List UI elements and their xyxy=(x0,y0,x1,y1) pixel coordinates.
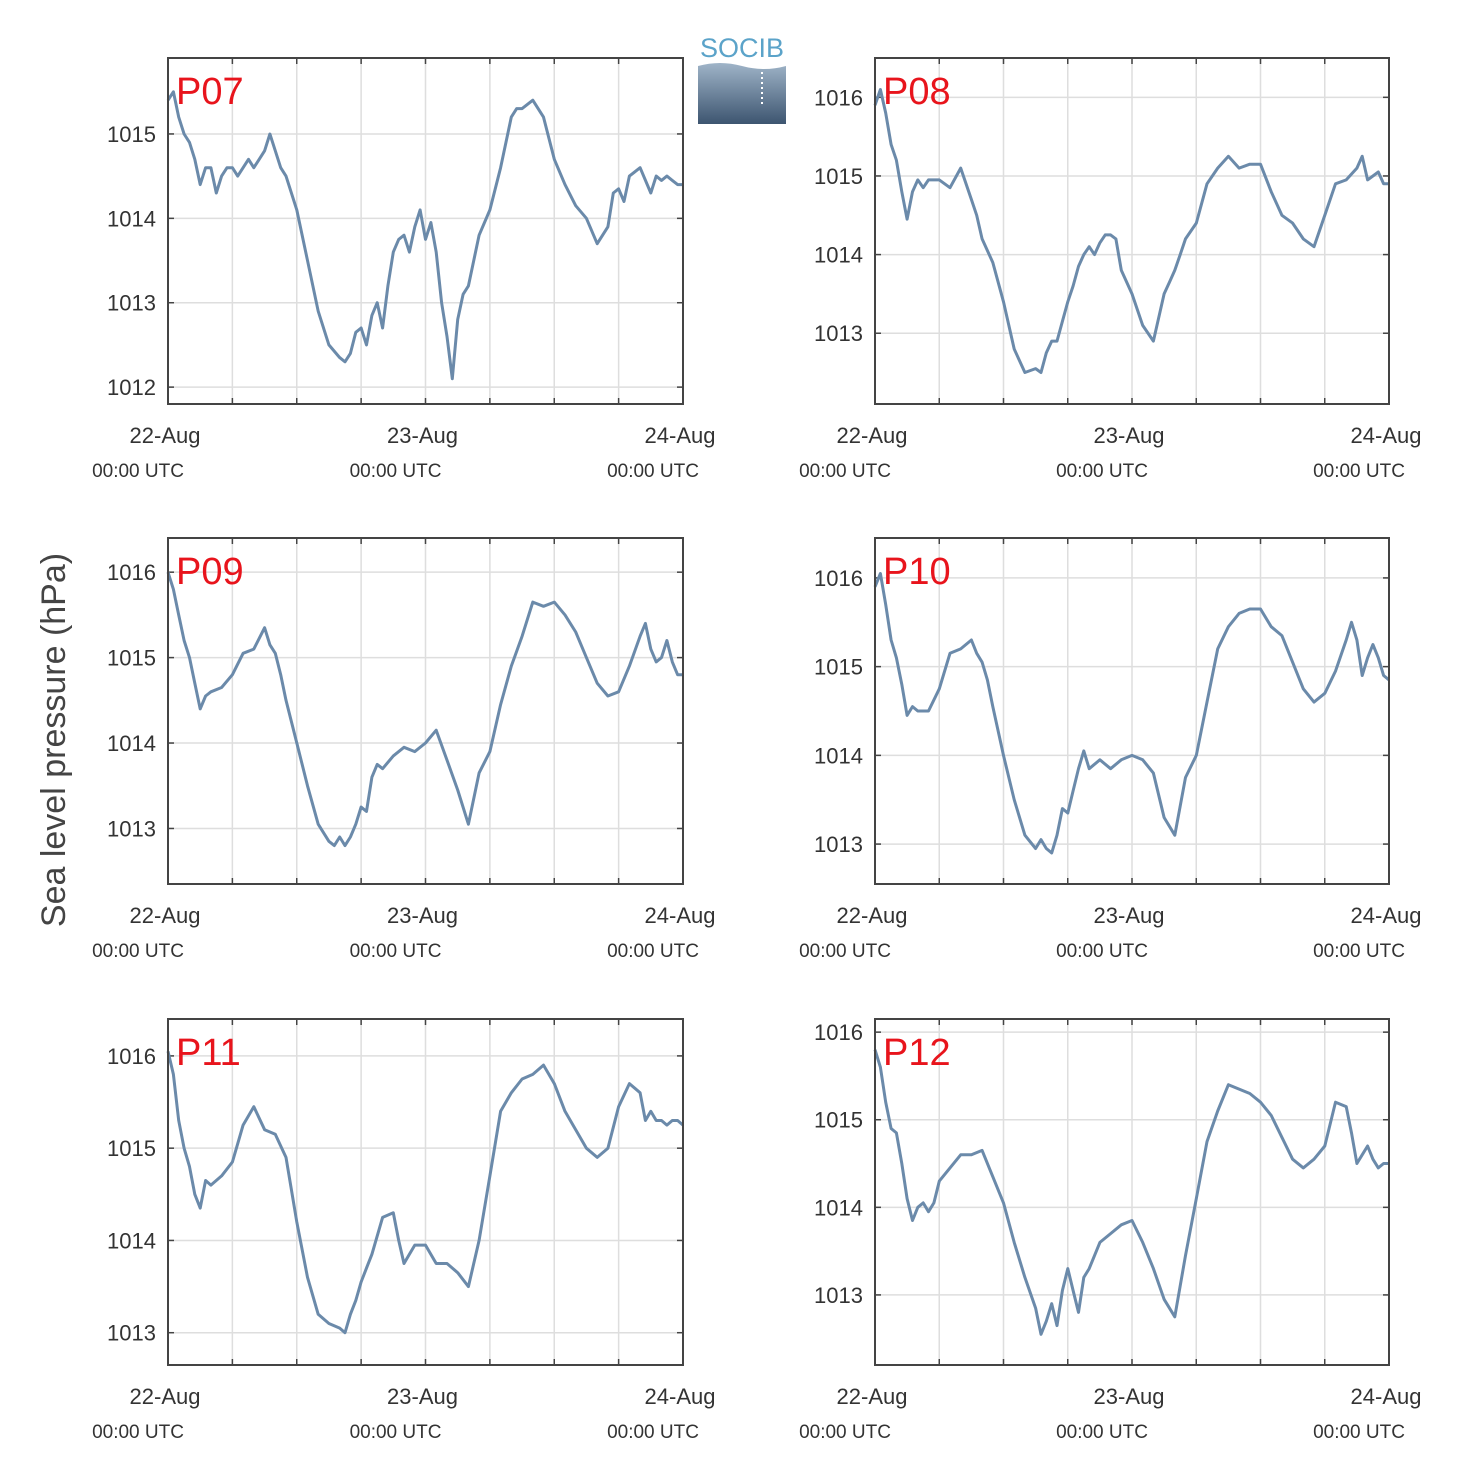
x-tick-sublabel: 00:00 UTC xyxy=(1056,1422,1148,1443)
y-tick-label: 1015 xyxy=(107,122,156,147)
x-tick-label: 22-Aug xyxy=(130,423,201,448)
socib-logo-wave-icon xyxy=(698,63,786,124)
plot-frame xyxy=(167,1018,684,1366)
plot-frame xyxy=(874,1018,1390,1366)
panel-title: P10 xyxy=(883,551,951,593)
x-tick-sublabel: 00:00 UTC xyxy=(799,461,891,482)
panel-p12: 1013 1014 1015 1016 22-Aug 00:00 UTC 23-Aug 00:… xyxy=(799,1018,1422,1443)
series-line-p11 xyxy=(166,1050,684,1335)
panel-title: P09 xyxy=(176,551,244,593)
x-tick-sublabel: 00:00 UTC xyxy=(1313,461,1405,482)
panel-p10: 1013 1014 1015 1016 22-Aug 00:00 UTC 23-Aug 00:… xyxy=(799,537,1422,962)
x-tick-label: 23-Aug xyxy=(387,1384,458,1409)
x-tick-sublabel: 00:00 UTC xyxy=(799,1422,891,1443)
x-tick-sublabel: 00:00 UTC xyxy=(1056,941,1148,962)
y-tick-label: 1016 xyxy=(107,560,156,585)
series-line-p12 xyxy=(873,1049,1389,1336)
y-axis-label: Sea level pressure (hPa) xyxy=(35,553,73,927)
x-tick-label: 22-Aug xyxy=(837,423,908,448)
plot-frame xyxy=(874,537,1390,885)
series-line-p09 xyxy=(166,571,683,848)
y-tick-label: 1013 xyxy=(814,832,863,857)
x-tick-label: 22-Aug xyxy=(130,903,201,928)
x-tick-label: 22-Aug xyxy=(130,1384,201,1409)
x-tick-sublabel: 00:00 UTC xyxy=(92,1422,184,1443)
plot-frame xyxy=(167,57,684,405)
x-tick-label: 22-Aug xyxy=(837,903,908,928)
x-tick-sublabel: 00:00 UTC xyxy=(350,941,442,962)
socib-logo: SOCIB xyxy=(698,33,786,124)
y-tick-label: 1013 xyxy=(814,1283,863,1308)
y-tick-label: 1015 xyxy=(814,1108,863,1133)
y-tick-label: 1016 xyxy=(107,1044,156,1069)
y-tick-label: 1016 xyxy=(814,566,863,591)
x-tick-sublabel: 00:00 UTC xyxy=(607,1422,699,1443)
x-tick-sublabel: 00:00 UTC xyxy=(350,461,442,482)
y-tick-label: 1016 xyxy=(814,85,863,110)
x-tick-sublabel: 00:00 UTC xyxy=(1313,1422,1405,1443)
y-tick-label: 1014 xyxy=(107,731,156,756)
x-tick-sublabel: 00:00 UTC xyxy=(350,1422,442,1443)
panel-title: P08 xyxy=(883,71,951,113)
panel-title: P12 xyxy=(883,1032,951,1074)
y-tick-label: 1014 xyxy=(814,743,863,768)
series-line-p07 xyxy=(166,90,683,381)
x-tick-label: 24-Aug xyxy=(1351,1384,1422,1409)
y-tick-label: 1015 xyxy=(107,646,156,671)
x-tick-label: 23-Aug xyxy=(387,423,458,448)
y-tick-label: 1014 xyxy=(107,206,156,231)
x-tick-label: 23-Aug xyxy=(387,903,458,928)
y-tick-label: 1014 xyxy=(814,243,863,268)
y-tick-label: 1014 xyxy=(814,1195,863,1220)
x-tick-sublabel: 00:00 UTC xyxy=(607,461,699,482)
y-tick-label: 1014 xyxy=(107,1228,156,1253)
x-tick-label: 24-Aug xyxy=(1351,903,1422,928)
x-tick-sublabel: 00:00 UTC xyxy=(1056,461,1148,482)
y-tick-label: 1013 xyxy=(107,816,156,841)
y-tick-label: 1015 xyxy=(814,164,863,189)
x-tick-label: 24-Aug xyxy=(645,1384,716,1409)
x-tick-label: 23-Aug xyxy=(1094,1384,1165,1409)
x-tick-sublabel: 00:00 UTC xyxy=(1313,941,1405,962)
panel-p09: 1013 1014 1015 1016 22-Aug 00:00 UTC 23-Aug 00:… xyxy=(92,537,716,962)
x-tick-label: 24-Aug xyxy=(645,903,716,928)
panel-title: P07 xyxy=(176,71,244,113)
panel-p08: 1013 1014 1015 1016 22-Aug 00:00 UTC 23-Aug 00:… xyxy=(799,57,1422,482)
x-tick-label: 22-Aug xyxy=(837,1384,908,1409)
plot-frame xyxy=(874,57,1390,405)
series-line-p10 xyxy=(873,572,1390,855)
x-tick-sublabel: 00:00 UTC xyxy=(92,461,184,482)
x-tick-label: 24-Aug xyxy=(1351,423,1422,448)
plot-frame xyxy=(167,537,684,885)
x-tick-label: 23-Aug xyxy=(1094,423,1165,448)
x-tick-label: 23-Aug xyxy=(1094,903,1165,928)
y-tick-label: 1016 xyxy=(814,1020,863,1045)
y-tick-label: 1013 xyxy=(107,1321,156,1346)
panel-p11: 1013 1014 1015 1016 22-Aug 00:00 UTC 23-Aug 00:… xyxy=(92,1018,716,1443)
panel-title: P11 xyxy=(176,1032,241,1074)
x-tick-sublabel: 00:00 UTC xyxy=(607,941,699,962)
socib-logo-text: SOCIB xyxy=(700,33,784,63)
series-line-p08 xyxy=(873,88,1389,374)
x-tick-label: 24-Aug xyxy=(645,423,716,448)
y-tick-label: 1013 xyxy=(814,321,863,346)
y-tick-label: 1015 xyxy=(107,1136,156,1161)
y-tick-label: 1013 xyxy=(107,291,156,316)
panels: 1012 1013 1014 1015 22-Aug 00:00 UTC 23-Aug 00:… xyxy=(92,57,1422,1443)
x-tick-sublabel: 00:00 UTC xyxy=(92,941,184,962)
y-tick-label: 1012 xyxy=(107,375,156,400)
x-tick-sublabel: 00:00 UTC xyxy=(799,941,891,962)
panel-p07: 1012 1013 1014 1015 22-Aug 00:00 UTC 23-Aug 00:… xyxy=(92,57,716,482)
y-tick-label: 1015 xyxy=(814,655,863,680)
